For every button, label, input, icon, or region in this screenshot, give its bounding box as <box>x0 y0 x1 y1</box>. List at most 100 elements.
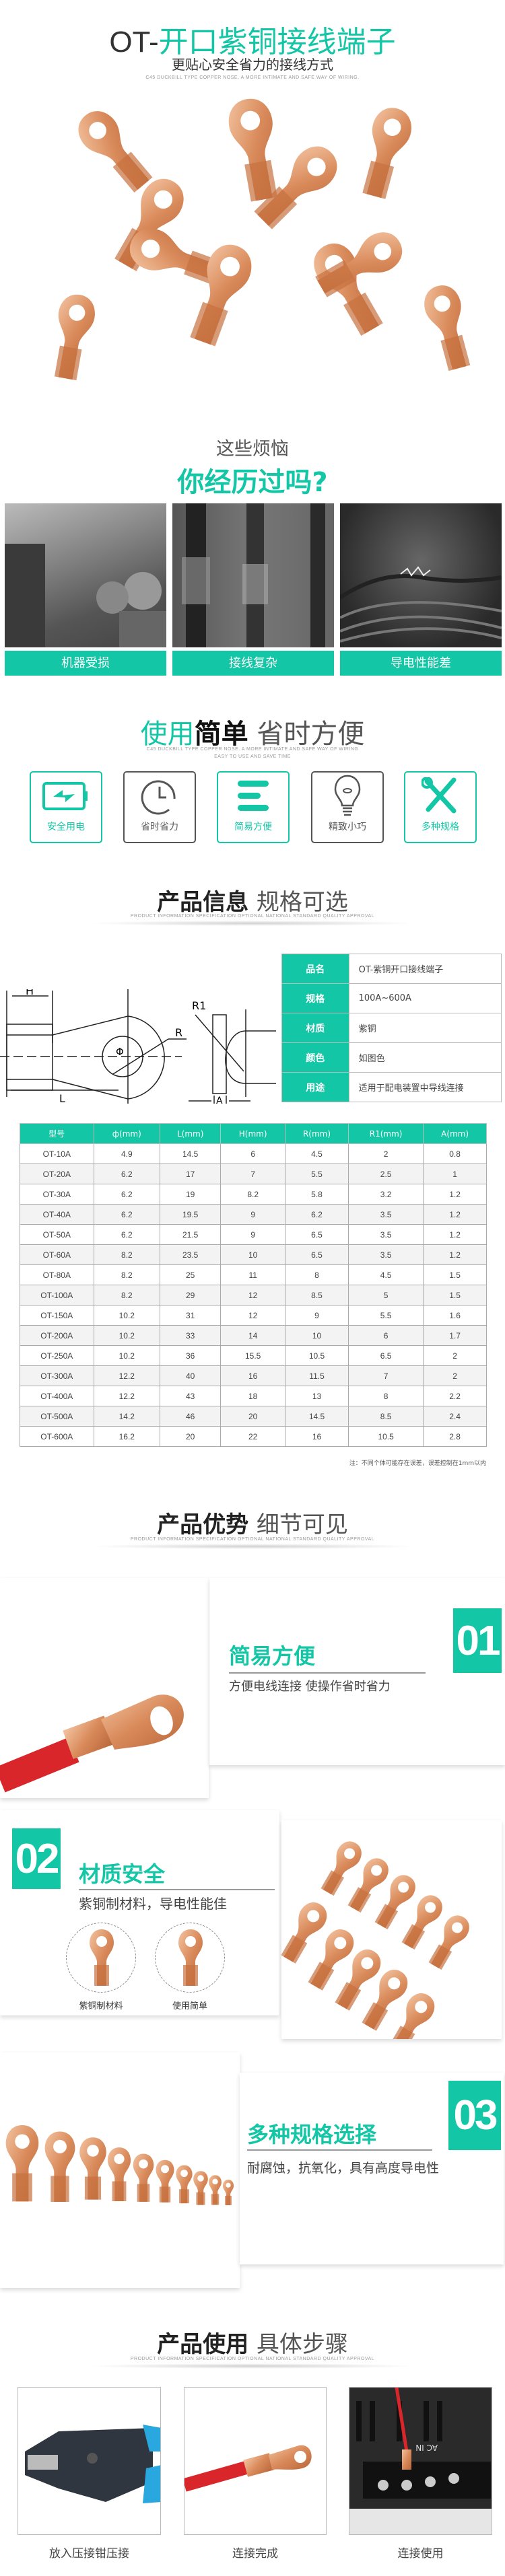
spec-header-cell: ф(mm) <box>93 1123 160 1144</box>
spec-value-cell: 13 <box>284 1386 349 1406</box>
spec-value-cell: 8 <box>348 1386 424 1406</box>
spec-value-cell: 6.2 <box>93 1224 160 1245</box>
spec-value-cell: 10.2 <box>93 1325 160 1346</box>
spec-value-cell: 2 <box>423 1345 487 1366</box>
spec-table-row: OT-20A 6.2 17 7 5.5 2.5 1 <box>20 1164 487 1184</box>
subtitle-english: C45 DUCKBILL TYPE COPPER NOSE. A MORE IN… <box>145 75 360 80</box>
spec-value-cell: 12 <box>220 1285 285 1305</box>
spec-value-cell: 2.4 <box>423 1406 487 1427</box>
spec-table-row: OT-10A 4.9 14.5 6 4.5 2 0.8 <box>20 1143 487 1164</box>
detail-label-copper: 紫铜制材料 <box>79 2001 123 2011</box>
spec-value-cell: 5 <box>348 1285 424 1305</box>
spec-table-row: OT-150A 10.2 31 12 9 5.5 1.6 <box>20 1305 487 1326</box>
feature-compact: 精致小巧 <box>311 771 384 843</box>
dim-label-h: H <box>26 989 34 997</box>
tools-icon <box>405 773 475 820</box>
spec-model-cell: OT-500A <box>20 1406 94 1427</box>
spec-value-cell: 25 <box>159 1264 222 1285</box>
spec-value-cell: 5.8 <box>284 1184 349 1205</box>
hero-product-image <box>0 87 505 410</box>
spec-value-cell: 43 <box>159 1386 222 1406</box>
usage-english: PRODUCT INFORMATION SPECIFICATION OPTION… <box>130 2357 375 2361</box>
spec-model-cell: OT-600A <box>20 1426 94 1447</box>
spec-value-cell: 1.7 <box>423 1325 487 1346</box>
spec-table-row: OT-300A 12.2 40 16 11.5 7 2 <box>20 1365 487 1386</box>
feature-label: 多种规格 <box>422 822 459 832</box>
page-title: OT-开口紫铜接线端子 <box>0 17 505 61</box>
spec-model-cell: OT-150A <box>20 1305 94 1326</box>
power-supply-terminal-image: AC IN <box>349 2388 492 2534</box>
spec-value-cell: 9 <box>220 1224 285 1245</box>
step-label-in-use: 连接使用 <box>397 2547 444 2561</box>
spec-value-cell: 1.2 <box>423 1244 487 1265</box>
spec-header-cell: H(mm) <box>220 1123 285 1144</box>
spec-value-cell: 36 <box>159 1345 222 1366</box>
advantage-02-desc: 紫铜制材料，导电性能佳 <box>79 1896 227 1912</box>
spec-model-cell: OT-30A <box>20 1184 94 1205</box>
spec-value-cell: 3.5 <box>348 1224 424 1245</box>
advantage-03-title: 多种规格选择 <box>247 2122 377 2147</box>
info-row-spec: 规格 100A~600A <box>281 983 502 1013</box>
spec-model-cell: OT-20A <box>20 1164 94 1184</box>
spec-value-cell: 14 <box>220 1325 285 1346</box>
spec-value-cell: 1.2 <box>423 1224 487 1245</box>
menu-lines-icon <box>218 773 288 820</box>
info-row-material: 材质 紫铜 <box>281 1013 502 1043</box>
lug-size-range-image <box>5 2124 234 2205</box>
dim-label-l: L <box>59 1092 65 1104</box>
spec-table-row: OT-100A 8.2 29 12 8.5 5 1.5 <box>20 1285 487 1305</box>
copper-lugs-pile-image <box>47 95 477 382</box>
spec-value-cell: 1.5 <box>423 1264 487 1285</box>
advantage-01-image-panel <box>0 1578 209 1798</box>
feature-label: 精致小巧 <box>329 822 366 832</box>
advantage-03-desc: 耐腐蚀，抗氧化，具有高度导电性 <box>247 2161 440 2176</box>
detail-copper-material-image <box>66 1923 136 1993</box>
advantages-heading: 产品优势 细节可见 <box>0 1506 505 1539</box>
feature-multi-spec: 多种规格 <box>404 771 477 843</box>
spec-value-cell: 6.5 <box>348 1345 424 1366</box>
spec-value-cell: 40 <box>159 1365 222 1386</box>
clock-icon <box>125 773 195 820</box>
spec-value-cell: 17 <box>159 1164 222 1184</box>
spec-value-cell: 8.5 <box>284 1285 349 1305</box>
features-heading-bold: 简单 <box>194 719 248 750</box>
spec-value-cell: 20 <box>220 1406 285 1427</box>
divider-shadow <box>88 921 417 926</box>
spec-value-cell: 3.2 <box>348 1184 424 1205</box>
spec-value-cell: 2 <box>348 1143 424 1164</box>
spec-value-cell: 12.2 <box>93 1386 160 1406</box>
spec-value-cell: 2.5 <box>348 1164 424 1184</box>
spec-value-cell: 9 <box>220 1204 285 1225</box>
info-heading: 产品信息 规格可选 <box>0 884 505 917</box>
divider-shadow <box>88 2363 417 2369</box>
step-label-connected: 连接完成 <box>232 2547 278 2561</box>
spec-model-cell: OT-50A <box>20 1224 94 1245</box>
copper-lugs-rows-image <box>276 1836 474 2057</box>
spec-table-row: OT-30A 6.2 19 8.2 5.8 3.2 1.2 <box>20 1184 487 1205</box>
spec-value-cell: 2.2 <box>423 1386 487 1406</box>
spec-table-row: OT-200A 10.2 33 14 10 6 1.7 <box>20 1325 487 1346</box>
spec-value-cell: 10.5 <box>348 1426 424 1447</box>
spec-value-cell: 6 <box>348 1325 424 1346</box>
problem-label-machine-damage: 机器受损 <box>5 651 166 676</box>
spec-header-cell: A(mm) <box>423 1123 487 1144</box>
spec-model-cell: OT-10A <box>20 1143 94 1164</box>
spec-value-cell: 6.2 <box>284 1204 349 1225</box>
spec-value-cell: 6 <box>220 1143 285 1164</box>
feature-safe-power: 安全用电 <box>30 771 102 843</box>
spec-value-cell: 7 <box>220 1164 285 1184</box>
spec-value-cell: 8.2 <box>93 1264 160 1285</box>
spec-value-cell: 33 <box>159 1325 222 1346</box>
usage-heading: 产品使用 具体步骤 <box>0 2326 505 2359</box>
spec-value-cell: 16 <box>284 1426 349 1447</box>
spec-table-row: OT-600A 16.2 20 22 16 10.5 2.8 <box>20 1426 487 1447</box>
spec-value-cell: 7 <box>348 1365 424 1386</box>
spec-table-row: OT-80A 8.2 25 11 8 4.5 1.5 <box>20 1264 487 1285</box>
problem-label-poor-conductivity: 导电性能差 <box>340 651 502 676</box>
advantage-03-image-panel <box>0 2052 240 2288</box>
spec-value-cell: 3.5 <box>348 1204 424 1225</box>
spec-model-cell: OT-80A <box>20 1264 94 1285</box>
spec-value-cell: 12 <box>220 1305 285 1326</box>
spec-value-cell: 14.5 <box>284 1406 349 1427</box>
spec-value-cell: 8.5 <box>348 1406 424 1427</box>
